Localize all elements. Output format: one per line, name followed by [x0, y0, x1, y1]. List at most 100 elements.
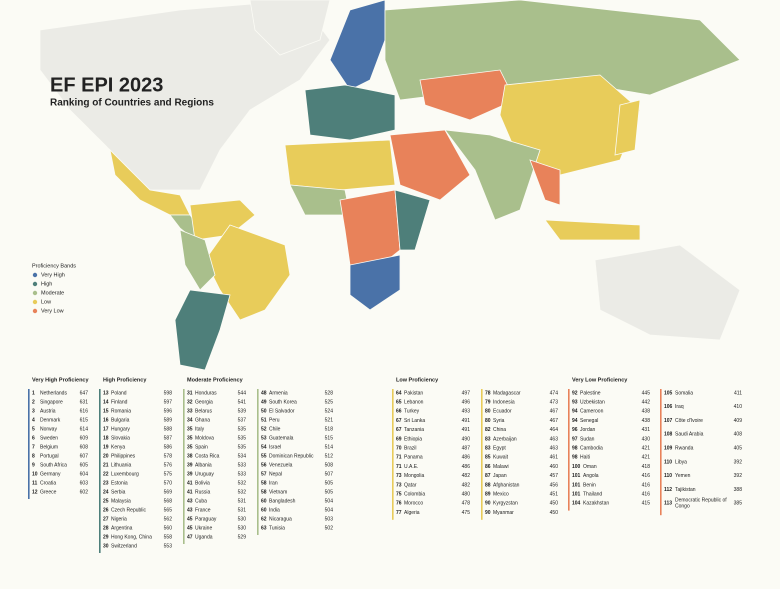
rank: 26: [103, 507, 109, 513]
country: Spain: [195, 444, 208, 450]
country: Oman: [583, 464, 597, 470]
score: 461: [550, 455, 559, 461]
rank: 107: [664, 418, 673, 424]
rank: 63: [261, 525, 267, 531]
rank: 60: [261, 507, 267, 513]
rank: 83: [485, 446, 491, 452]
country: Venezuela: [269, 462, 293, 468]
band-bar: [568, 389, 570, 511]
rank: 47: [187, 534, 193, 540]
country: Finland: [111, 399, 128, 405]
score: 530: [238, 525, 247, 531]
score: 464: [550, 427, 559, 433]
rank: 76: [396, 501, 402, 507]
score: 410: [734, 404, 743, 410]
rank: 25: [103, 498, 109, 504]
score: 530: [238, 516, 247, 522]
rank: 90: [485, 501, 491, 507]
country: Ghana: [195, 417, 210, 423]
country: Estonia: [111, 480, 128, 486]
country: Egypt: [493, 446, 506, 452]
country: Sweden: [40, 435, 58, 441]
rank: 43: [187, 498, 193, 504]
score: 451: [550, 492, 559, 498]
rank: 11: [32, 480, 38, 486]
rank: 32: [187, 399, 193, 405]
country: Bangladesh: [269, 498, 296, 504]
score: 615: [80, 417, 89, 423]
country: Algeria: [404, 510, 420, 516]
legend-label: Very High: [41, 272, 65, 278]
score: 604: [80, 471, 89, 477]
rank: 79: [485, 400, 491, 406]
country: Benin: [583, 482, 596, 488]
legend-swatch: [32, 308, 38, 314]
score: 616: [80, 408, 89, 414]
rank: 55: [261, 453, 267, 459]
country: El Salvador: [269, 408, 295, 414]
rank: 109: [664, 446, 673, 452]
country-line: Democratic Republic of: [675, 498, 727, 504]
country: Nicaragua: [269, 516, 292, 522]
rank: 50: [261, 408, 267, 414]
country: Mexico: [493, 492, 509, 498]
country: Georgia: [195, 399, 213, 405]
rank: 24: [103, 489, 109, 495]
band-bar: [28, 389, 30, 499]
rank: 57: [261, 471, 267, 477]
rank: 53: [261, 435, 267, 441]
country: Afghanistan: [493, 482, 520, 488]
score: 504: [325, 507, 334, 513]
rank: 77: [396, 510, 402, 516]
country: Lithuania: [111, 462, 132, 468]
rank: 45: [187, 516, 193, 522]
rank: 13: [103, 390, 109, 396]
score: 575: [164, 471, 173, 477]
score: 508: [325, 462, 334, 468]
score: 493: [462, 409, 471, 415]
title: EF EPI 2023: [50, 74, 163, 96]
rank: 100: [572, 464, 581, 470]
rank: 87: [485, 473, 491, 479]
score: 535: [238, 435, 247, 441]
score: 598: [164, 390, 173, 396]
world-map: [39, 0, 741, 371]
score: 460: [550, 464, 559, 470]
rank: 89: [485, 492, 491, 498]
legend-swatch: [32, 290, 38, 296]
score: 392: [734, 473, 743, 479]
score: 467: [550, 418, 559, 424]
country: Luxembourg: [111, 471, 139, 477]
country: South Africa: [40, 462, 67, 468]
colombia-venezuela: [189, 199, 256, 241]
score: 482: [462, 473, 471, 479]
score: 411: [734, 390, 742, 396]
rank: 22: [103, 471, 109, 477]
rank: 58: [261, 480, 267, 486]
country: Moldova: [195, 435, 214, 441]
rank: 34: [187, 417, 193, 423]
country: Costa Rica: [195, 453, 220, 459]
rank: 16: [103, 417, 109, 423]
rank: 80: [485, 418, 491, 424]
rank: 75: [396, 492, 402, 498]
rank: 112: [664, 487, 672, 493]
country: Singapore: [40, 399, 63, 405]
country: Romania: [111, 408, 131, 414]
country: Albania: [195, 462, 212, 468]
score: 416: [642, 473, 651, 479]
score: 533: [238, 471, 247, 477]
australia: [594, 244, 741, 341]
rank: 2: [32, 399, 35, 405]
country: Malaysia: [111, 498, 131, 504]
country: France: [195, 507, 211, 513]
score: 480: [462, 492, 471, 498]
country: Palestine: [580, 390, 601, 396]
rank: 41: [187, 489, 193, 495]
band-heading: Very Low Proficiency: [572, 377, 628, 383]
rank: 17: [103, 426, 109, 432]
rank: 7: [32, 444, 35, 450]
country: Hong Kong, China: [111, 534, 152, 540]
score: 541: [238, 399, 247, 405]
band-heading: High Proficiency: [103, 377, 147, 383]
